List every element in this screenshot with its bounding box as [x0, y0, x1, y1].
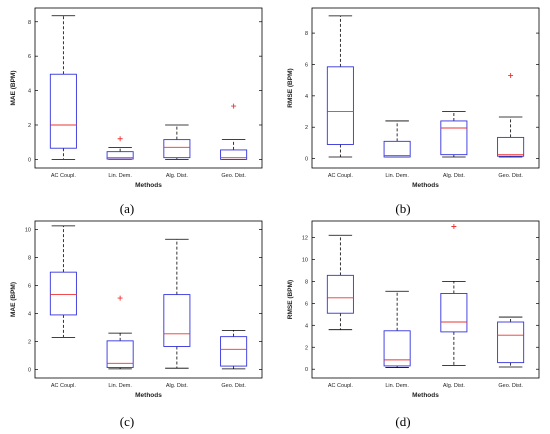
x-tick-label-geo-dist: Geo. Dist.	[498, 383, 523, 389]
box-geo-dist	[497, 321, 525, 364]
x-tick-label-lin-dem: Lin. Dem.	[108, 383, 132, 389]
box-lin-dem	[383, 330, 411, 367]
panel-c: 0 2 4 6 8 10 AC Coupl. Lin. Dem. Alg. Dist. Geo. …	[10, 220, 263, 429]
y-axis-title: RMSE (BPM)	[287, 68, 294, 107]
panel-label: (d)	[395, 414, 410, 429]
panel-b: 0 2 4 6 8 AC Coupl. Lin. Dem. Alg. Dist. Geo. Di…	[287, 7, 540, 216]
y-tick-label: 6	[28, 283, 31, 289]
y-tick-label: 6	[305, 301, 308, 307]
y-tick-label: 8	[305, 279, 308, 285]
y-tick-label: 2	[28, 340, 31, 346]
plot-frame	[34, 7, 263, 169]
x-tick-label-ac-coupl: AC Coupl.	[328, 173, 354, 179]
x-axis-title: Methods	[412, 182, 439, 189]
x-tick-label-lin-dem: Lin. Dem.	[385, 173, 409, 179]
box-lin-dem	[383, 140, 411, 158]
x-axis-title: Methods	[135, 392, 162, 399]
y-tick-label: 10	[302, 257, 308, 263]
y-tick-label: 0	[305, 367, 308, 373]
y-tick-label: 0	[305, 157, 308, 163]
y-tick-label: 0	[28, 157, 31, 163]
panel-label: (b)	[395, 201, 410, 216]
x-tick-label-alg-dist: Alg. Dist.	[443, 173, 465, 179]
outlier-geo-dist	[231, 103, 237, 109]
y-axis-title: MAE (BPM)	[10, 282, 17, 317]
outlier-lin-dem	[117, 295, 123, 301]
y-tick-label: 6	[305, 62, 308, 68]
y-tick-label: 0	[28, 368, 31, 374]
x-tick-label-alg-dist: Alg. Dist.	[443, 383, 465, 389]
box-lin-dem	[106, 151, 134, 160]
panel-label: (c)	[120, 414, 134, 429]
x-tick-label-lin-dem: Lin. Dem.	[108, 173, 132, 179]
y-tick-label: 10	[25, 227, 31, 233]
plot-frame	[311, 7, 540, 169]
x-tick-label-alg-dist: Alg. Dist.	[166, 383, 188, 389]
x-tick-label-geo-dist: Geo. Dist.	[221, 383, 246, 389]
box-geo-dist	[220, 149, 248, 160]
box-ac-coupl	[49, 271, 77, 316]
y-tick-label: 8	[305, 31, 308, 37]
plot-frame	[311, 220, 540, 379]
y-tick-label: 4	[28, 89, 31, 95]
y-axis-title: MAE (BPM)	[10, 70, 17, 105]
y-tick-label: 4	[305, 323, 308, 329]
box-alg-dist	[163, 294, 191, 347]
y-tick-label: 2	[305, 125, 308, 131]
box-ac-coupl	[49, 73, 77, 149]
y-tick-label: 8	[28, 20, 31, 26]
panel-a: 0 2 4 6 8 AC Coupl. Lin. Dem. Alg. Dist. Geo. Di…	[10, 7, 263, 216]
box-geo-dist	[220, 336, 248, 367]
panel-d: 0 2 4 6 8 10 12 AC Coupl. Lin. Dem. Alg. Dist. Geo…	[287, 220, 540, 429]
box-lin-dem	[106, 340, 134, 368]
y-tick-label: 6	[28, 54, 31, 60]
box-alg-dist	[440, 293, 468, 333]
box-alg-dist	[440, 120, 468, 156]
x-tick-label-ac-coupl: AC Coupl.	[51, 173, 77, 179]
x-tick-label-ac-coupl: AC Coupl.	[328, 383, 354, 389]
outlier-geo-dist	[508, 72, 514, 78]
x-tick-label-geo-dist: Geo. Dist.	[498, 173, 523, 179]
box-alg-dist	[163, 139, 191, 159]
y-tick-label: 12	[302, 235, 308, 241]
y-tick-label: 2	[305, 345, 308, 351]
outlier-lin-dem	[117, 136, 123, 142]
box-ac-coupl	[326, 66, 354, 145]
x-axis-title: Methods	[412, 392, 439, 399]
box-ac-coupl	[326, 274, 354, 314]
plot-frame	[34, 220, 263, 379]
x-tick-label-alg-dist: Alg. Dist.	[166, 173, 188, 179]
x-tick-label-ac-coupl: AC Coupl.	[51, 383, 77, 389]
y-tick-label: 4	[28, 312, 31, 318]
panel-label: (a)	[120, 201, 134, 216]
outlier-alg-dist	[451, 223, 457, 229]
y-axis-title: RMSE (BPM)	[287, 280, 294, 319]
y-tick-label: 4	[305, 94, 308, 100]
box-geo-dist	[497, 136, 525, 157]
x-axis-title: Methods	[135, 182, 162, 189]
y-tick-label: 8	[28, 255, 31, 261]
x-tick-label-geo-dist: Geo. Dist.	[221, 173, 246, 179]
y-tick-label: 2	[28, 123, 31, 129]
x-tick-label-lin-dem: Lin. Dem.	[385, 383, 409, 389]
